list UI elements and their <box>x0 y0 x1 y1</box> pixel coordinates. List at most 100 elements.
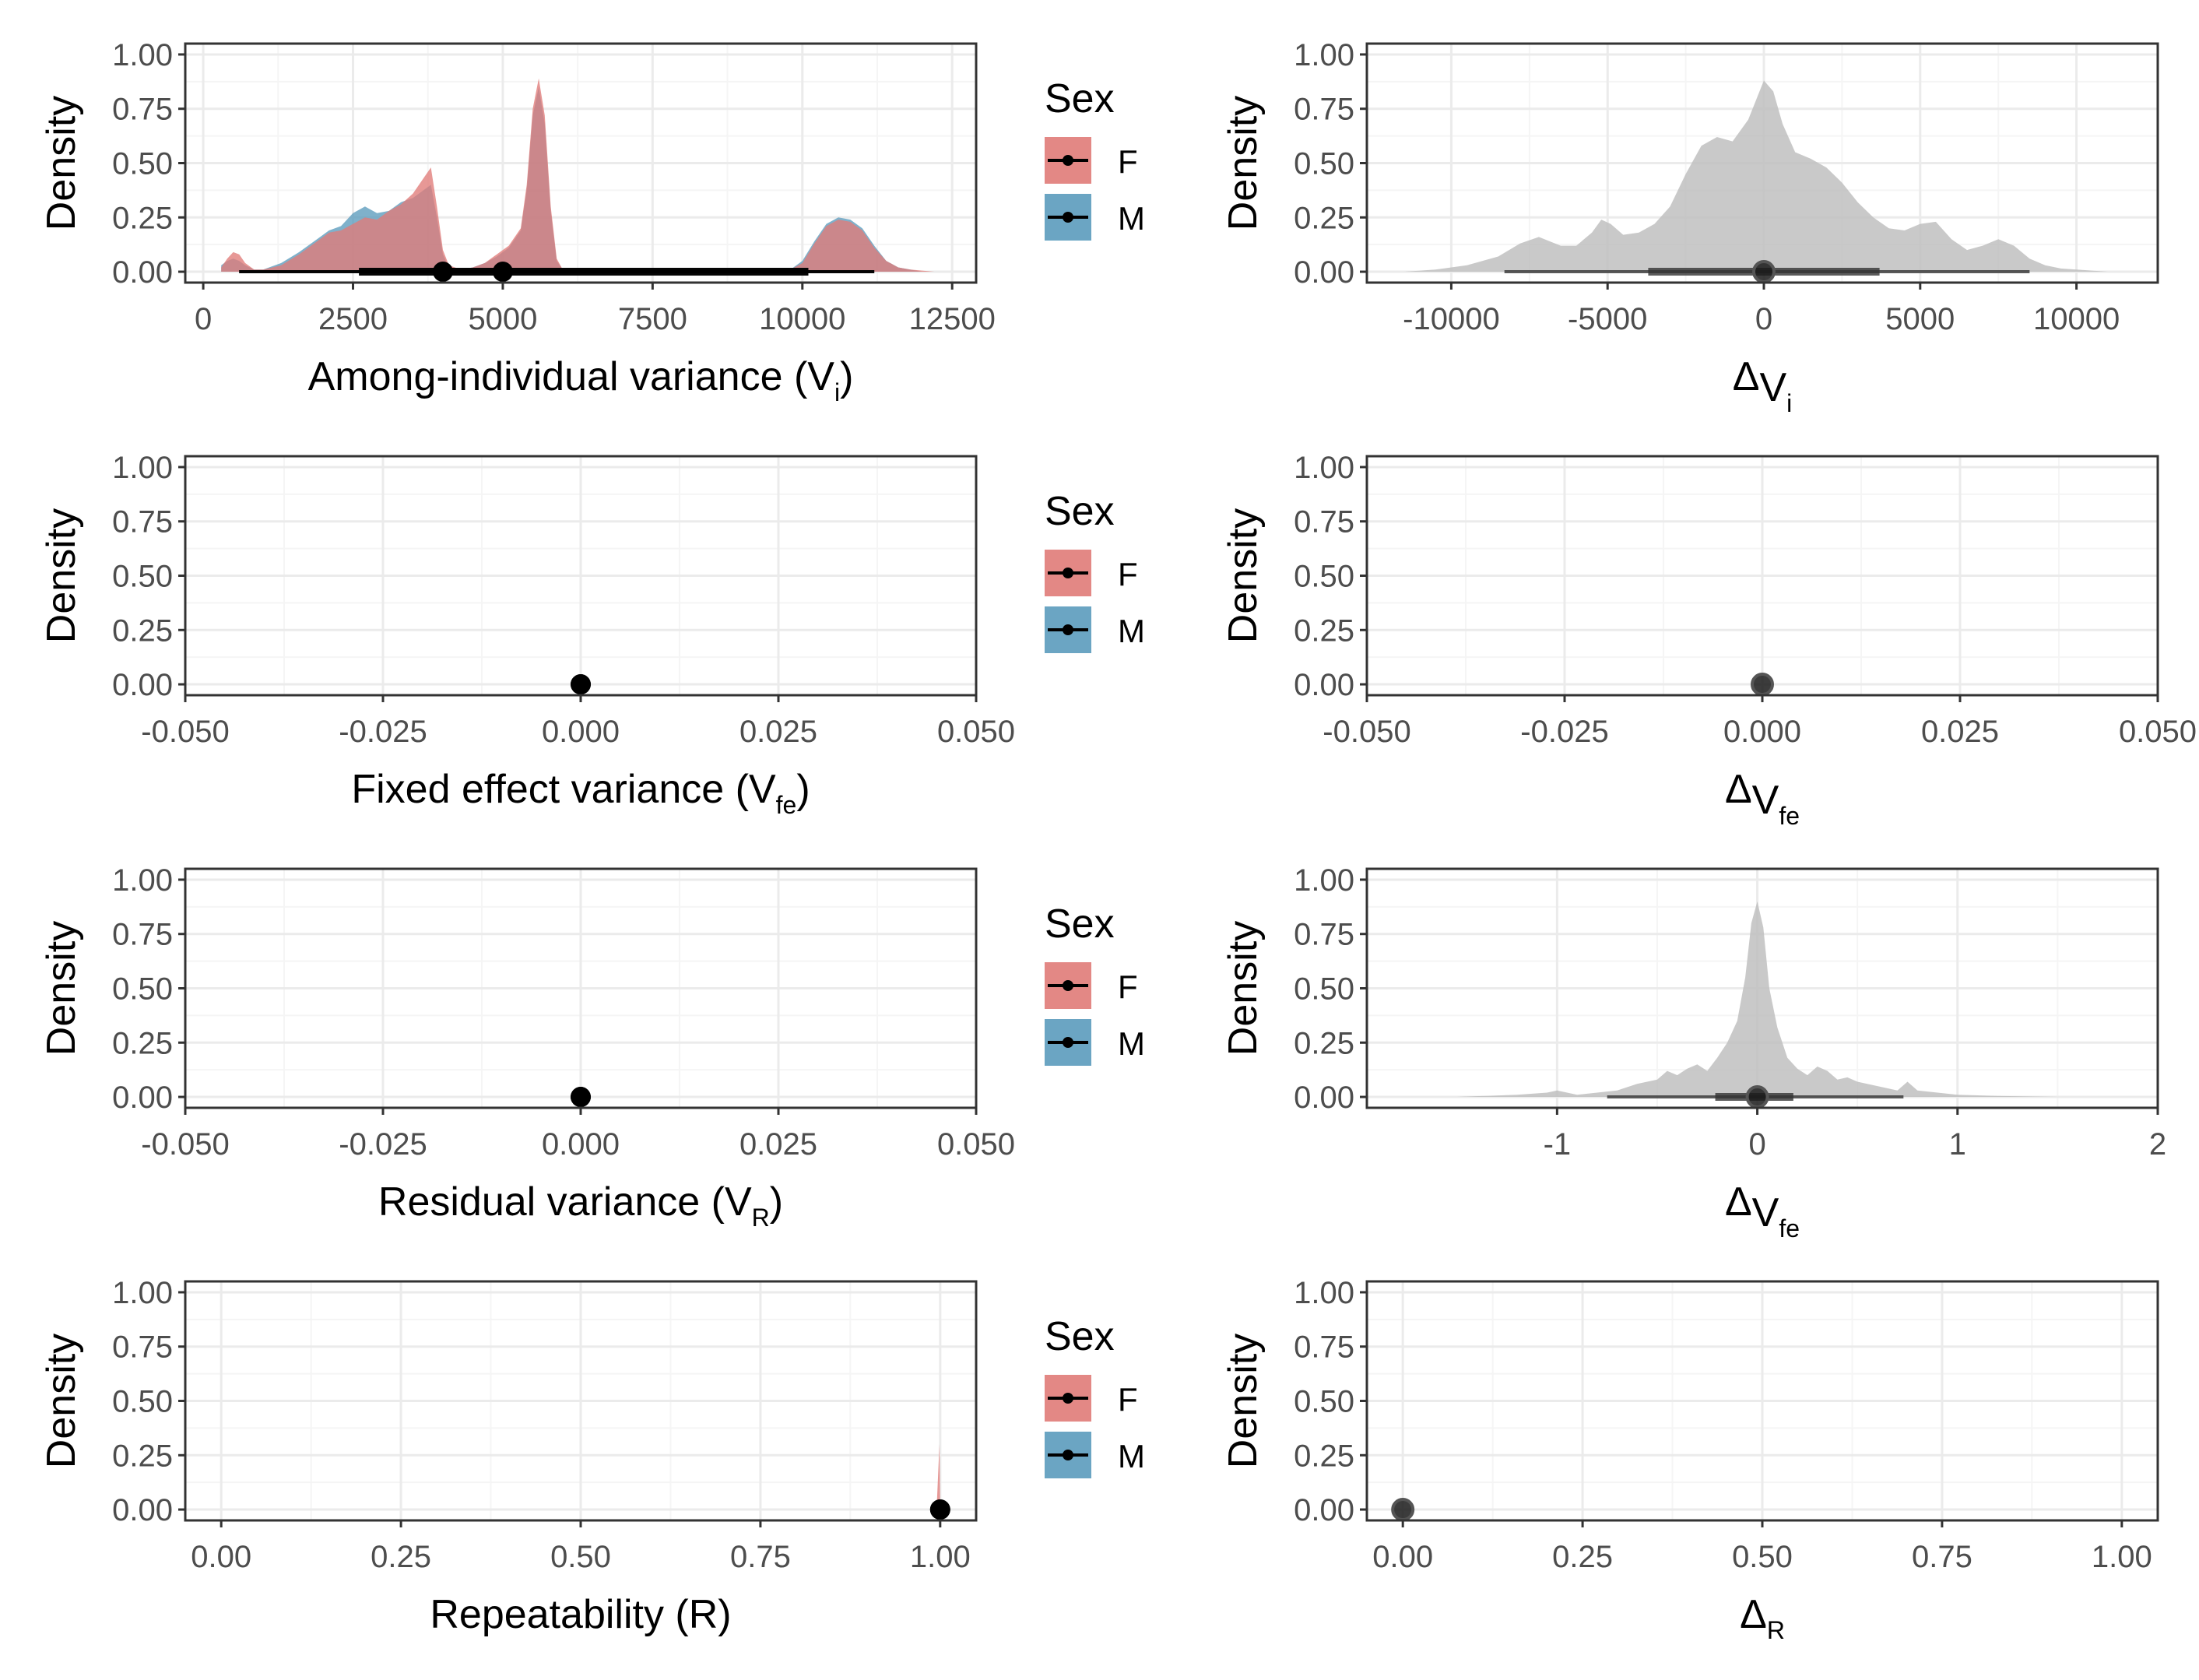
x-tick-label: -0.050 <box>141 715 229 749</box>
y-tick-label: 0.50 <box>1294 147 1354 181</box>
panel-delta_vi: 0.00 0.25 0.50 0.75 1.00 -10000 -5000 0 5000 1000… <box>1221 38 2159 417</box>
x-tick-label: 1.00 <box>2092 1540 2152 1574</box>
x-tick-label: 2500 <box>318 302 388 336</box>
legend-label-F: F <box>1118 968 1138 1005</box>
x-tick-label: -0.050 <box>141 1127 229 1162</box>
legend-key-point <box>1063 1393 1073 1404</box>
x-tick-label: 0.050 <box>937 1127 1015 1162</box>
y-axis-title: Density <box>1221 1334 1266 1468</box>
legend-label-M: M <box>1118 200 1145 237</box>
y-axis-title: Density <box>1221 96 1266 230</box>
y-tick-label: 0.25 <box>1294 1026 1354 1060</box>
x-axis-title: Fixed effect variance (Vfe) <box>351 767 810 819</box>
panel-r: 0.00 0.25 0.50 0.75 1.00 0.00 0.25 0.50 0.75 1.00… <box>39 1276 1145 1637</box>
legend-label-F: F <box>1118 556 1138 592</box>
x-tick-label: 0.75 <box>730 1540 791 1574</box>
y-tick-label: 0.25 <box>112 613 173 648</box>
panel-delta_vr: 0.00 0.25 0.50 0.75 1.00 -1 0 1 2 Density ΔVfe <box>1221 863 2166 1242</box>
x-tick-label: 0.000 <box>1723 715 1801 749</box>
x-tick-label: 7500 <box>618 302 687 336</box>
y-tick-label: 1.00 <box>112 38 173 72</box>
density-area-delta <box>1456 901 2058 1098</box>
y-axis-title: Density <box>1221 921 1266 1056</box>
point-estimate-delta <box>1751 673 1774 697</box>
x-tick-label: 0.025 <box>739 1127 817 1162</box>
y-tick-label: 0.00 <box>112 1493 173 1527</box>
y-tick-label: 0.50 <box>112 972 173 1007</box>
x-tick-label: -0.050 <box>1323 715 1410 749</box>
y-tick-label: 1.00 <box>1294 1276 1354 1310</box>
y-tick-label: 0.75 <box>1294 505 1354 539</box>
y-tick-label: 0.00 <box>112 1081 173 1115</box>
point-estimate-M <box>929 1499 950 1520</box>
x-axis-title: ΔVfe <box>1725 767 1800 830</box>
y-tick-label: 0.00 <box>1294 1493 1354 1527</box>
x-axis-title: Among-individual variance (Vi) <box>308 354 854 406</box>
x-tick-label: 10000 <box>2033 302 2120 336</box>
x-tick-label: 10000 <box>759 302 845 336</box>
y-tick-label: 0.50 <box>112 147 173 181</box>
x-tick-label: 5000 <box>468 302 537 336</box>
x-tick-label: 0.00 <box>1372 1540 1433 1574</box>
point-estimate-delta <box>1391 1498 1415 1522</box>
legend-key-point <box>1063 155 1073 166</box>
legend-label-F: F <box>1118 1381 1138 1418</box>
x-axis-title: ΔR <box>1740 1592 1785 1644</box>
x-tick-label: -0.025 <box>339 715 427 749</box>
legend-key-point <box>1063 980 1073 991</box>
y-tick-label: 0.50 <box>112 1385 173 1419</box>
x-tick-label: 0.25 <box>371 1540 431 1574</box>
x-tick-label: -10000 <box>1403 302 1500 336</box>
x-tick-label: 0.50 <box>1732 1540 1793 1574</box>
panel-vi: 0.00 0.25 0.50 0.75 1.00 0 2500 5000 7500 10000 12… <box>39 38 1145 406</box>
x-tick-label: 0.025 <box>739 715 817 749</box>
y-axis-title: Density <box>39 508 84 643</box>
y-tick-label: 0.25 <box>112 1026 173 1060</box>
legend-key-point <box>1063 1450 1073 1460</box>
x-tick-label: 0.050 <box>937 715 1015 749</box>
point-estimate-M <box>432 262 453 283</box>
legend-label-M: M <box>1118 613 1145 649</box>
panel-vr: 0.00 0.25 0.50 0.75 1.00 -0.050 -0.025 0.000 0.0… <box>39 863 1145 1232</box>
x-tick-label: 0 <box>195 302 212 336</box>
x-tick-label: 5000 <box>1885 302 1955 336</box>
density-area-F <box>221 78 953 272</box>
panel-delta_vfe: 0.00 0.25 0.50 0.75 1.00 -0.050 -0.025 0.000 0.0… <box>1221 451 2197 830</box>
legend-title: Sex <box>1045 902 1115 947</box>
y-tick-label: 0.00 <box>1294 1081 1354 1115</box>
y-tick-label: 0.50 <box>1294 1385 1354 1419</box>
legend-title: Sex <box>1045 489 1115 534</box>
y-tick-label: 0.00 <box>112 668 173 702</box>
y-tick-label: 0.75 <box>1294 1330 1354 1365</box>
x-axis-title: ΔVfe <box>1725 1179 1800 1242</box>
x-tick-label: 1 <box>1949 1127 1966 1162</box>
x-axis-title: Repeatability (R) <box>430 1592 731 1637</box>
panel-vfe: 0.00 0.25 0.50 0.75 1.00 -0.050 -0.025 0.000 0.0… <box>39 451 1145 819</box>
y-tick-label: 1.00 <box>1294 863 1354 898</box>
x-tick-label: -5000 <box>1568 302 1647 336</box>
y-tick-label: 0.75 <box>112 918 173 952</box>
panel-delta_r: 0.00 0.25 0.50 0.75 1.00 0.00 0.25 0.50 0.75 1.00… <box>1221 1276 2159 1644</box>
y-tick-label: 1.00 <box>1294 451 1354 485</box>
x-tick-label: -0.025 <box>1520 715 1608 749</box>
x-tick-label: 0.000 <box>542 715 620 749</box>
x-tick-label: 0.50 <box>550 1540 611 1574</box>
x-tick-label: 0.00 <box>191 1540 251 1574</box>
x-tick-label: 0.000 <box>542 1127 620 1162</box>
legend-key-point <box>1063 1037 1073 1048</box>
point-estimate-delta <box>1745 1085 1769 1109</box>
y-tick-label: 0.75 <box>112 505 173 539</box>
y-tick-label: 0.50 <box>112 560 173 594</box>
point-estimate-M <box>571 1087 591 1108</box>
y-tick-label: 0.00 <box>1294 668 1354 702</box>
legend-key-point <box>1063 568 1073 578</box>
legend-title: Sex <box>1045 1314 1115 1359</box>
y-tick-label: 0.00 <box>1294 255 1354 290</box>
x-tick-label: -0.025 <box>339 1127 427 1162</box>
y-tick-label: 0.00 <box>112 255 173 290</box>
legend-label-F: F <box>1118 143 1138 180</box>
